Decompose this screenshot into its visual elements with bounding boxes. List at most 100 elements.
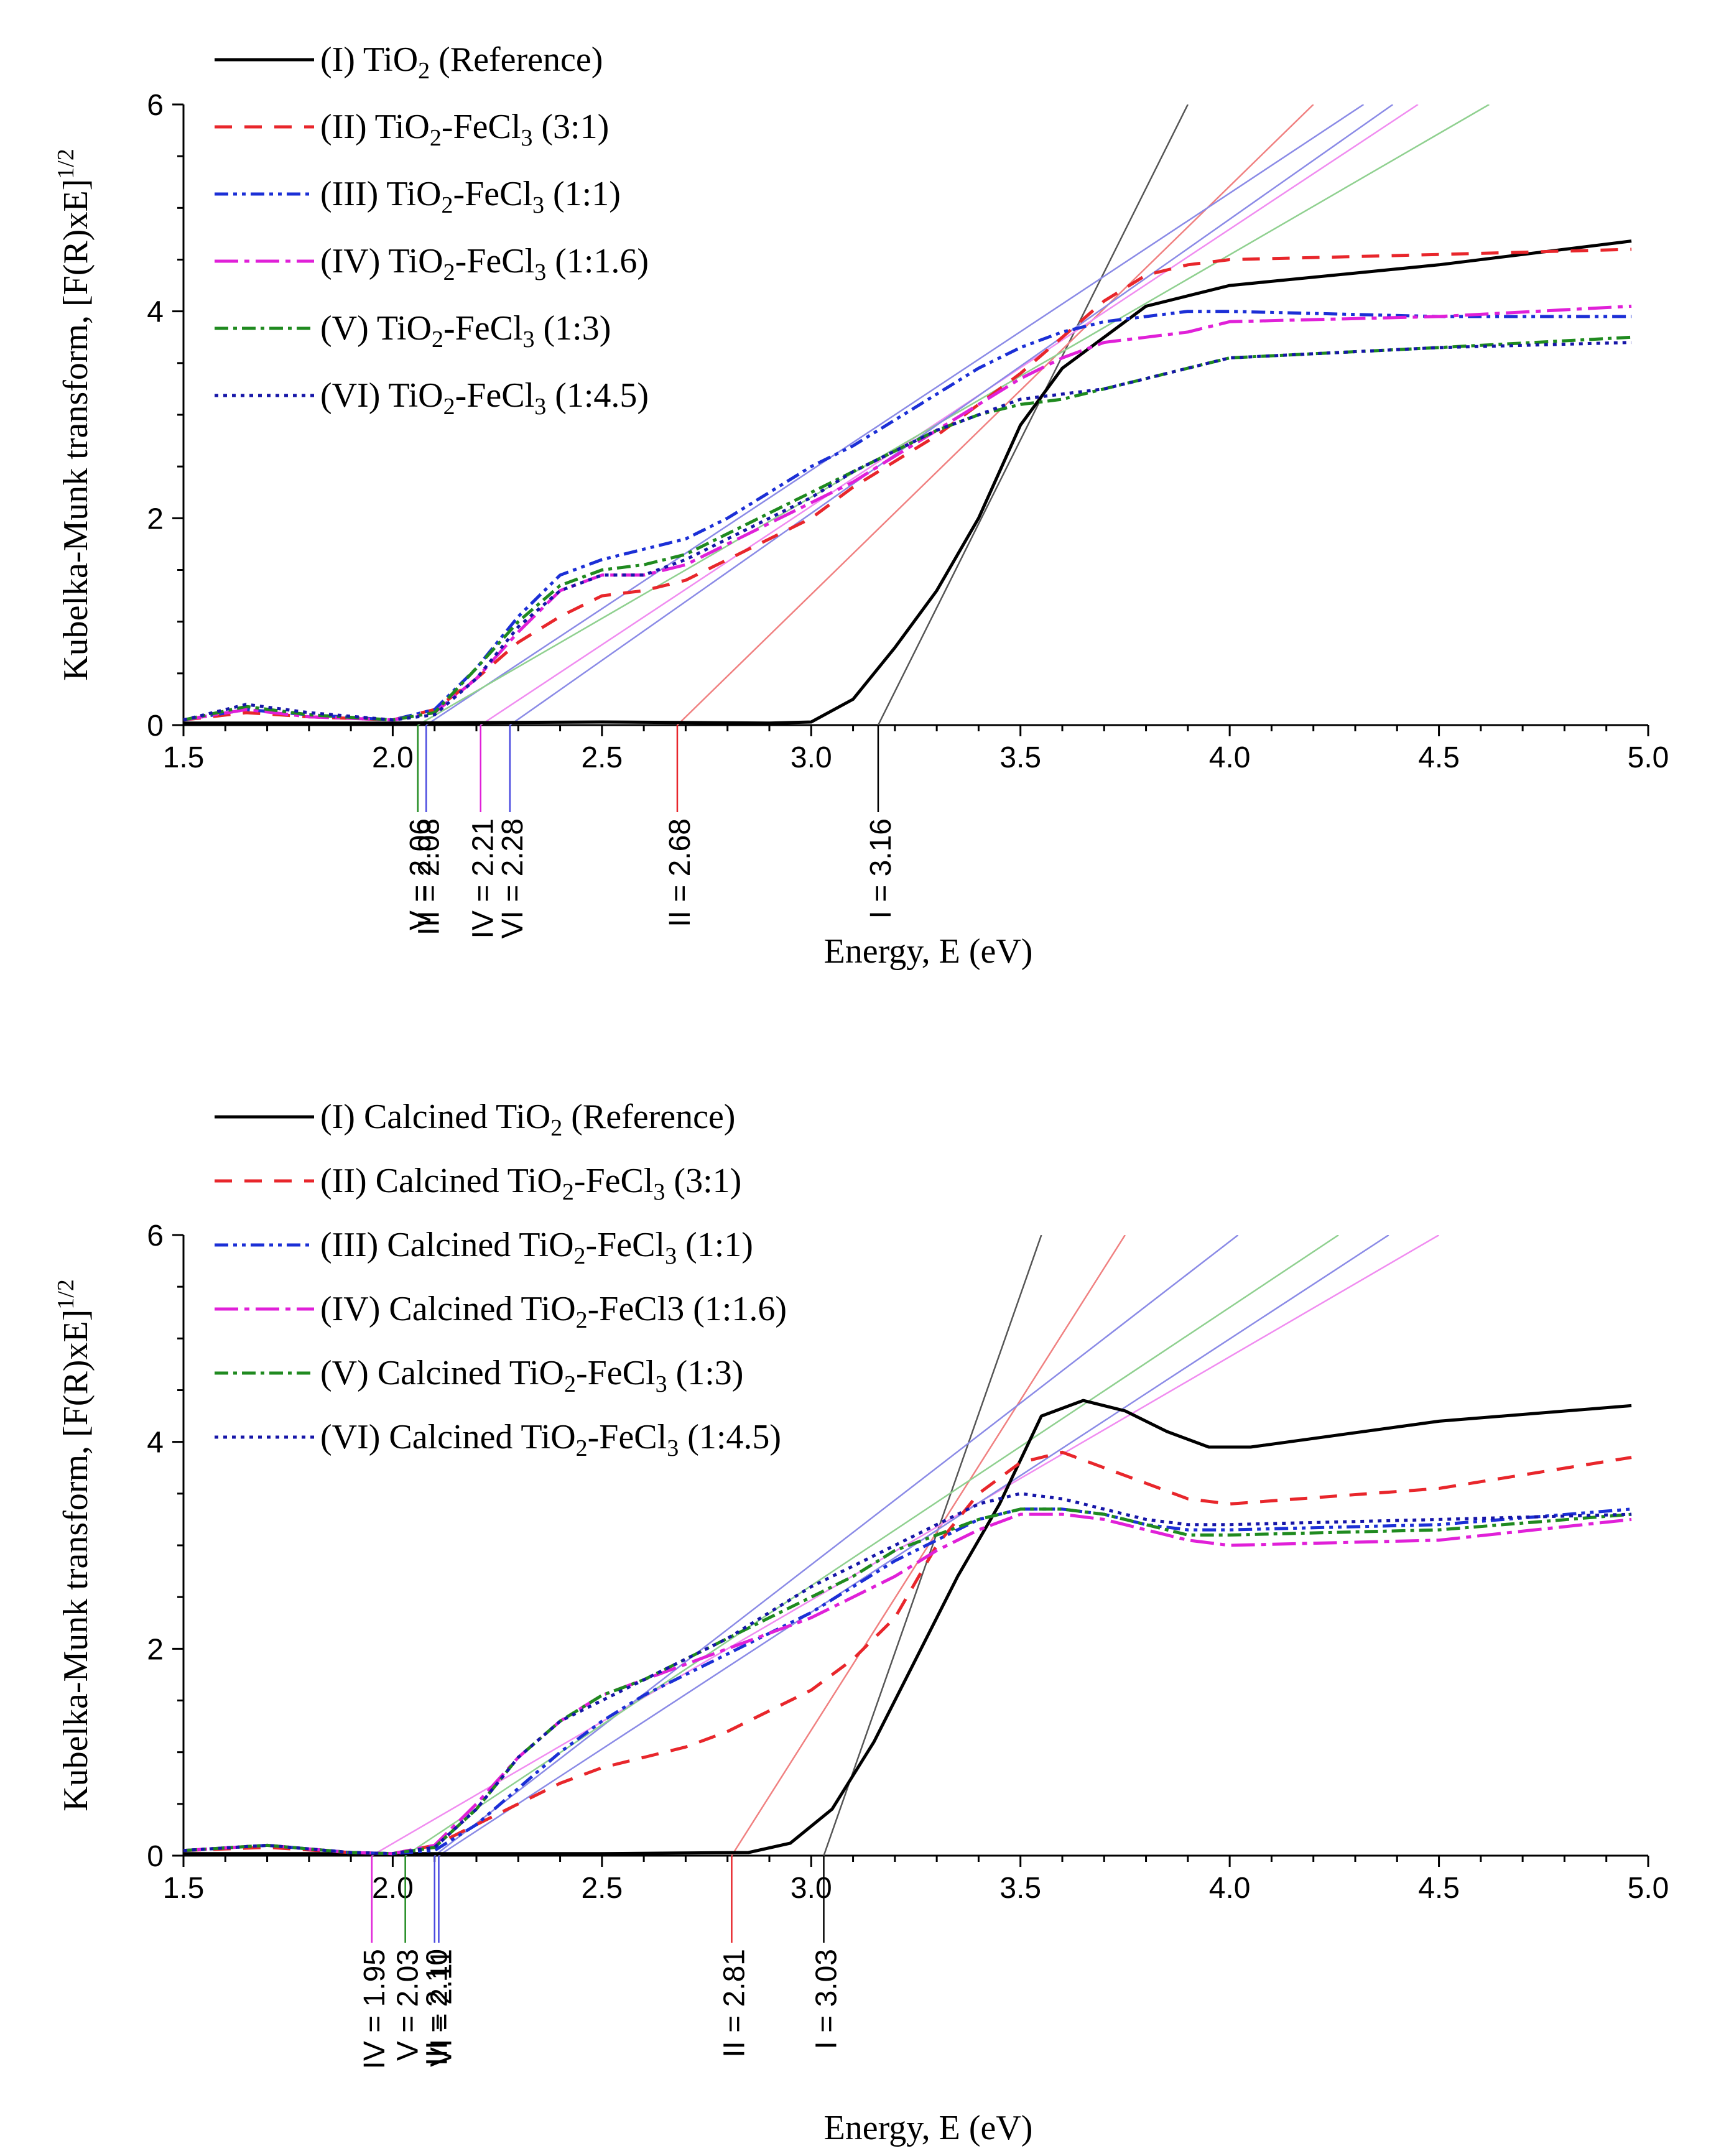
x-tick-label: 5.0 bbox=[1628, 741, 1669, 774]
text-part: -FeCl bbox=[453, 175, 532, 213]
y-tick-label: 6 bbox=[147, 1219, 164, 1252]
y-axis-title-main: Kubelka-Munk transform, [F(R)xE] bbox=[57, 1310, 95, 1811]
tangent-line-III bbox=[434, 1235, 1239, 1856]
series-line-I bbox=[183, 1399, 1632, 1856]
text-part: -FeCl bbox=[455, 376, 535, 415]
legend-label-I: (I) TiO2 (Reference) bbox=[320, 40, 603, 84]
x-tick-label: 2.5 bbox=[581, 1872, 623, 1905]
subscript: 2 bbox=[550, 1115, 562, 1141]
text-part: (IV) Calcined TiO bbox=[320, 1290, 576, 1328]
subscript: 2 bbox=[576, 1307, 588, 1333]
y-axis-title: Kubelka-Munk transform, [F(R)xE]1/2 bbox=[53, 149, 95, 681]
legend-label-III: (III) TiO2-FeCl3 (1:1) bbox=[320, 175, 621, 218]
subscript: 2 bbox=[564, 1371, 576, 1397]
bandgap-label: IV = 2.21 bbox=[467, 818, 500, 938]
series-line-V bbox=[183, 1507, 1632, 1856]
text-part: (Reference) bbox=[562, 1098, 735, 1136]
text-part: (1:3) bbox=[535, 309, 611, 348]
text-part: -FeCl bbox=[443, 309, 523, 348]
legend: (I) Calcined TiO2 (Reference) (II) Calcin… bbox=[215, 1098, 787, 1461]
text-part: (II) TiO bbox=[320, 108, 430, 146]
subscript: 3 bbox=[656, 1371, 667, 1397]
panel-top: 0 2 4 6 1.5 2.0 2.5 3.0 3.5 4.0 4.5 5.0 Energy, E (e… bbox=[53, 40, 1669, 971]
bandgap-label: III = 2.08 bbox=[412, 818, 445, 935]
tangent-line-II bbox=[677, 104, 1314, 726]
subscript: 3 bbox=[667, 1435, 679, 1461]
text-part: -FeCl bbox=[442, 108, 521, 146]
series-line-III bbox=[183, 1507, 1632, 1856]
text-part: -FeCl bbox=[588, 1418, 667, 1456]
legend-label-VI: (VI) TiO2-FeCl3 (1:4.5) bbox=[320, 376, 649, 420]
subscript: 3 bbox=[521, 125, 532, 151]
tangent-line-IV bbox=[480, 104, 1419, 726]
bandgap-label: VI = 2.11 bbox=[425, 1949, 458, 2067]
x-tick-label: 2.0 bbox=[372, 741, 414, 774]
legend-label-II: (II) TiO2-FeCl3 (3:1) bbox=[320, 108, 609, 151]
y-tick-label: 4 bbox=[147, 1427, 164, 1460]
subscript: 2 bbox=[574, 1243, 586, 1269]
x-tick-label: 3.5 bbox=[999, 1872, 1041, 1905]
series-line-VI bbox=[183, 1492, 1632, 1856]
series-line-VI bbox=[183, 341, 1632, 722]
tangent-line-I bbox=[823, 1235, 1042, 1856]
series-line-IV bbox=[183, 1512, 1632, 1856]
legend-label-II: (II) Calcined TiO2-FeCl3 (3:1) bbox=[320, 1162, 741, 1205]
tangent-line-VI bbox=[438, 1235, 1389, 1857]
subscript: 3 bbox=[523, 326, 535, 353]
x-tick-label: 4.5 bbox=[1418, 741, 1460, 774]
text-part: (V) TiO bbox=[320, 309, 432, 348]
text-part: (1:3) bbox=[667, 1354, 744, 1392]
bandgap-label: I = 3.03 bbox=[810, 1949, 843, 2049]
text-part: (1:1) bbox=[677, 1226, 753, 1264]
subscript: 2 bbox=[443, 394, 455, 420]
x-tick-label: 4.5 bbox=[1418, 1872, 1460, 1905]
text-part: -FeCl bbox=[586, 1226, 665, 1264]
y-tick-label: 6 bbox=[147, 89, 164, 122]
subscript: 3 bbox=[653, 1179, 665, 1205]
legend-label-III: (III) Calcined TiO2-FeCl3 (1:1) bbox=[320, 1226, 753, 1269]
y-axis-title: Kubelka-Munk transform, [F(R)xE]1/2 bbox=[53, 1279, 95, 1811]
x-axis-title: Energy, E (eV) bbox=[824, 932, 1033, 971]
text-part: (1:4.5) bbox=[546, 376, 649, 415]
legend-label-V: (V) TiO2-FeCl3 (1:3) bbox=[320, 309, 611, 353]
text-part: (1:1.6) bbox=[546, 242, 649, 280]
y-tick-label: 2 bbox=[147, 502, 164, 535]
series-line-IV bbox=[183, 304, 1632, 722]
text-part: (IV) TiO bbox=[320, 242, 443, 280]
subscript: 3 bbox=[532, 192, 544, 218]
x-tick-label: 1.5 bbox=[163, 741, 205, 774]
text-part: -FeCl bbox=[576, 1354, 656, 1392]
text-part: (V) Calcined TiO bbox=[320, 1354, 564, 1392]
text-part: (I) TiO bbox=[320, 40, 418, 79]
tangent-line-III bbox=[425, 104, 1365, 726]
x-tick-label: 5.0 bbox=[1628, 1872, 1669, 1905]
panel-bottom: 0 2 4 6 1.5 2.0 2.5 3.0 3.5 4.0 4.5 5.0 Energy, E (e… bbox=[53, 1098, 1669, 2147]
bandgap-label: I = 3.16 bbox=[865, 818, 897, 918]
text-part: (II) Calcined TiO bbox=[320, 1162, 562, 1200]
text-part: (3:1) bbox=[665, 1162, 741, 1200]
legend-label-I: (I) Calcined TiO2 (Reference) bbox=[320, 1098, 735, 1141]
subscript: 2 bbox=[430, 125, 442, 151]
x-tick-label: 3.5 bbox=[999, 741, 1041, 774]
tangent-line-V bbox=[417, 104, 1490, 726]
text-part: (III) Calcined TiO bbox=[320, 1226, 574, 1264]
legend: (I) TiO2 (Reference)(II) TiO2-FeCl3 (3:1… bbox=[215, 40, 649, 420]
text-part: (3:1) bbox=[532, 108, 609, 146]
x-axis-title: Energy, E (eV) bbox=[824, 2109, 1033, 2147]
text-part: (VI) Calcined TiO bbox=[320, 1418, 576, 1456]
x-tick-label: 3.0 bbox=[791, 741, 832, 774]
series-line-II bbox=[183, 1450, 1632, 1856]
series-line-II bbox=[183, 248, 1632, 722]
series-line-I bbox=[183, 239, 1632, 725]
bandgap-label: V = 2.06 bbox=[404, 818, 437, 930]
text-part: -FeCl3 (1:1.6) bbox=[588, 1290, 787, 1328]
subscript: 3 bbox=[534, 394, 546, 420]
tangent-line-VI bbox=[509, 104, 1394, 726]
subscript: 2 bbox=[432, 326, 443, 353]
bandgap-label: III = 2.10 bbox=[421, 1949, 454, 2066]
tangent-line-IV bbox=[371, 1235, 1440, 1857]
x-tick-label: 3.0 bbox=[791, 1872, 832, 1905]
